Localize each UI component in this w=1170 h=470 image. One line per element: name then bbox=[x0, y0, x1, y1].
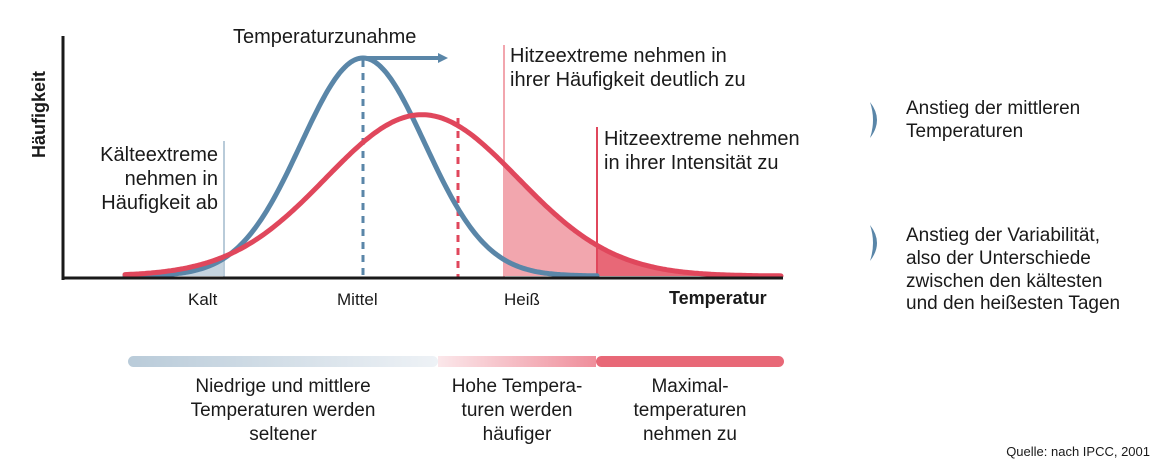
band-caption-low-mid: Niedrige und mittlere Temperaturen werde… bbox=[190, 376, 376, 445]
tick-label-heiss: Heiß bbox=[504, 290, 540, 309]
hot-intensity-area bbox=[597, 245, 782, 276]
chevron-right-icon bbox=[870, 225, 877, 261]
tick-label-mittel: Mittel bbox=[337, 290, 378, 309]
chevron-right-icon bbox=[870, 102, 877, 138]
tick-label-kalt: Kalt bbox=[188, 290, 218, 309]
blue-distribution-curve bbox=[122, 55, 600, 279]
band-caption-high: Hohe Tempera- turen werden häufiger bbox=[451, 376, 583, 445]
warming-label: Temperaturzunahme bbox=[233, 26, 417, 48]
legend-item-mean: Anstieg der mittleren Temperaturen bbox=[906, 98, 1081, 142]
source-note: Quelle: nach IPCC, 2001 bbox=[1006, 444, 1150, 459]
band-high bbox=[438, 356, 596, 367]
band-caption-max: Maximal- temperaturen nehmen zu bbox=[633, 376, 747, 445]
y-axis-label: Häufigkeit bbox=[29, 70, 49, 158]
cold-extremes-annotation: Kälteextreme nehmen in Häufigkeit ab bbox=[100, 144, 218, 214]
red-distribution-curve bbox=[122, 112, 784, 279]
heat-frequency-annotation: Hitzeextreme nehmen in ihrer Häufigkeit … bbox=[510, 45, 746, 91]
band-low-mid bbox=[128, 356, 438, 367]
x-axis-label: Temperatur bbox=[669, 288, 767, 308]
legend-item-variability: Anstieg der Variabilität, also der Unter… bbox=[906, 225, 1121, 315]
hot-frequency-area bbox=[504, 164, 597, 276]
heat-intensity-annotation: Hitzeextreme nehmen in ihrer Intensität … bbox=[604, 128, 800, 174]
band-max bbox=[596, 356, 784, 367]
